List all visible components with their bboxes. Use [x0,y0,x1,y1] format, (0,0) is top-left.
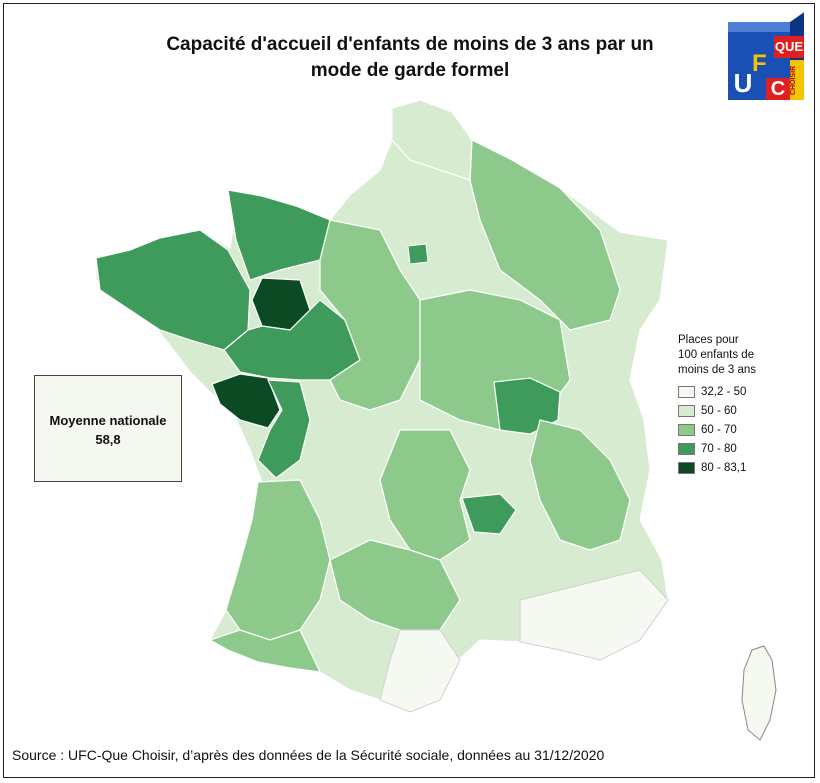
region-saone-dark [493,377,561,435]
legend-item: 70 - 80 [678,439,798,458]
region-pyrenees [208,629,322,673]
legend-title: Places pour 100 enfants de moins de 3 an… [678,334,756,376]
legend-swatch [678,423,695,436]
region-nord [391,99,473,181]
region-midi [329,539,461,631]
national-average-label: Moyenne nationale [49,413,167,428]
legend-label: 80 - 83,1 [701,461,747,474]
source-note: Source : UFC-Que Choisir, d’après des do… [12,747,605,763]
title-line-2: mode de garde formel [310,60,510,81]
legend-swatch [678,442,695,455]
legend-item: 60 - 70 [678,420,798,439]
region-haute-loire-dark [461,493,517,535]
legend-swatch [678,461,695,474]
national-average-box: Moyenne nationale 58,8 [34,375,182,482]
region-occitanie-east [379,629,461,713]
legend-item: 50 - 60 [678,401,798,420]
region-centre [319,219,421,411]
corsica [741,645,777,741]
region-vendee-dark [211,373,281,429]
region-auvergne [379,429,471,561]
region-paca [519,569,669,661]
region-paris-dark [407,243,429,265]
map-title: Capacité d'accueil d'enfants de moins de… [130,32,690,84]
region-grand-est [469,139,621,331]
ufc-que-choisir-logo: U F C QUE CHOISIR [728,12,806,102]
national-average-value: 58,8 [95,432,121,447]
region-rhone-alpes [529,419,631,551]
legend-label: 50 - 60 [701,404,737,417]
legend-item: 80 - 83,1 [678,458,798,477]
legend-label: 32,2 - 50 [701,385,747,398]
title-line-1: Capacité d'accueil d'enfants de moins de… [166,34,654,55]
legend-swatch [678,385,695,398]
map-legend: Places pour 100 enfants de moins de 3 an… [678,333,798,477]
region-charente [257,379,311,479]
legend-item: 32,2 - 50 [678,382,798,401]
legend-swatch [678,404,695,417]
legend-label: 60 - 70 [701,423,737,436]
legend-label: 70 - 80 [701,442,737,455]
